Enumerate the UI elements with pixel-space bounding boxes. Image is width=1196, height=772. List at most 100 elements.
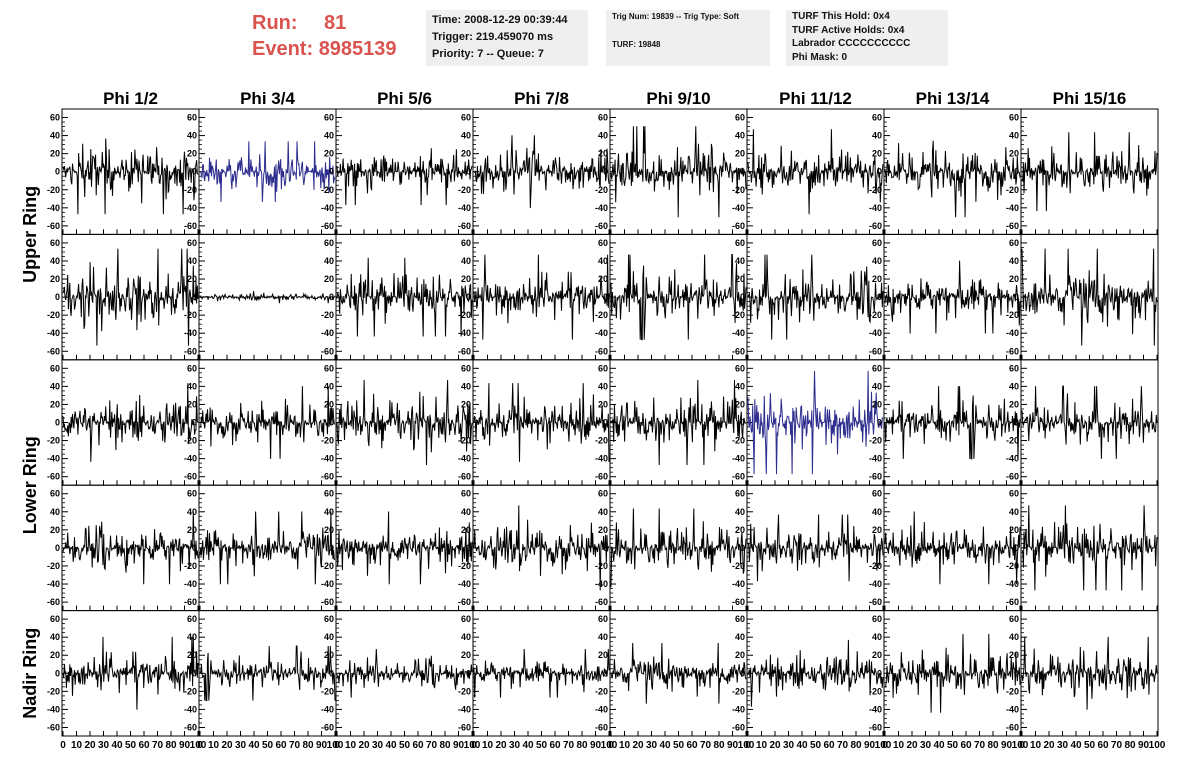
x-tick-label-c1-9: 90 [316, 740, 328, 751]
y-tick-label-r1-c3-4: 20 [461, 274, 471, 284]
y-tick-label-r1-c1-1: -40 [184, 328, 197, 338]
x-tick-label-c5-4: 40 [796, 740, 808, 751]
y-tick-label-r3-c2-6: 60 [324, 489, 334, 499]
y-tick-label-r2-c0-5: 40 [50, 381, 60, 391]
y-tick-label-r0-c2-4: 20 [324, 149, 334, 159]
y-tick-label-r1-c7-4: 20 [1009, 274, 1019, 284]
y-tick-label-r2-c2-2: -20 [321, 436, 334, 446]
event-label: Event: [252, 38, 314, 60]
y-tick-label-r2-c7-4: 20 [1009, 399, 1019, 409]
y-tick-label-r4-c1-0: -60 [184, 722, 197, 732]
y-tick-label-r2-c4-3: 0 [603, 418, 608, 428]
y-tick-label-r3-c1-3: 0 [192, 543, 197, 553]
y-tick-label-r0-c7-4: 20 [1009, 149, 1019, 159]
y-tick-label-r0-c3-4: 20 [461, 149, 471, 159]
waveform-r3-c4 [610, 508, 747, 588]
turf-this-hold-text: TURF This Hold: 0x4 [792, 11, 890, 22]
x-tick-label-c4-4: 40 [659, 740, 671, 751]
y-tick-label-r0-c0-4: 20 [50, 149, 60, 159]
y-tick-label-r3-c6-0: -60 [869, 597, 882, 607]
y-tick-label-r0-c4-0: -60 [595, 221, 608, 231]
x-tick-label-c4-2: 20 [632, 740, 644, 751]
phi-mask-text: Phi Mask: 0 [792, 51, 848, 63]
y-tick-label-r2-c0-3: 0 [55, 418, 60, 428]
y-tick-label-r0-c6-1: -40 [869, 203, 882, 213]
y-tick-label-r1-c4-0: -60 [595, 346, 608, 356]
x-tick-label-c7-1: 10 [1030, 740, 1042, 751]
column-header-8: Phi 15/16 [1053, 89, 1127, 108]
y-tick-label-r1-c2-6: 60 [324, 238, 334, 248]
y-tick-label-r1-c1-4: 20 [187, 274, 197, 284]
y-tick-label-r1-c7-2: -20 [1006, 310, 1019, 320]
y-tick-label-r4-c7-1: -40 [1006, 704, 1019, 714]
y-tick-label-r4-c2-2: -20 [321, 686, 334, 696]
y-tick-label-r4-c5-5: 40 [735, 632, 745, 642]
y-tick-label-r1-c3-0: -60 [458, 346, 471, 356]
x-tick-label-c3-7: 70 [563, 740, 575, 751]
y-tick-label-r4-c2-4: 20 [324, 650, 334, 660]
turf-num-text: TURF: 19848 [612, 40, 661, 49]
y-tick-label-r1-c7-3: 0 [1014, 292, 1019, 302]
y-tick-label-r0-c6-3: 0 [877, 167, 882, 177]
waveform-r1-c6 [884, 260, 1021, 334]
y-tick-label-r0-c2-0: -60 [321, 221, 334, 231]
x-tick-label-c6-3: 30 [920, 740, 932, 751]
waveform-r2-c7 [1021, 385, 1158, 459]
waveform-r1-c5 [747, 254, 884, 340]
y-tick-label-r1-c0-1: -40 [47, 328, 60, 338]
y-tick-label-r0-c5-2: -20 [732, 185, 745, 195]
y-tick-label-r1-c6-3: 0 [877, 292, 882, 302]
y-tick-label-r4-c6-4: 20 [872, 650, 882, 660]
time-text: Time: 2008-12-29 00:39:44 [432, 14, 568, 26]
y-tick-label-r0-c1-5: 40 [187, 131, 197, 141]
y-tick-label-r4-c4-6: 60 [598, 614, 608, 624]
y-tick-label-r4-c4-4: 20 [598, 650, 608, 660]
y-tick-label-r1-c4-5: 40 [598, 256, 608, 266]
run-label: Run: [252, 12, 298, 34]
x-tick-label-c7-2: 20 [1043, 740, 1055, 751]
y-tick-label-r2-c4-5: 40 [598, 381, 608, 391]
y-tick-label-r4-c5-2: -20 [732, 686, 745, 696]
y-tick-label-r4-c3-5: 40 [461, 632, 471, 642]
y-tick-label-r2-c7-3: 0 [1014, 418, 1019, 428]
y-tick-label-r0-c5-1: -40 [732, 203, 745, 213]
y-tick-label-r3-c7-0: -60 [1006, 597, 1019, 607]
x-tick-label-c6-7: 70 [974, 740, 986, 751]
y-tick-label-r4-c2-1: -40 [321, 704, 334, 714]
y-tick-label-r2-c5-3: 0 [740, 418, 745, 428]
y-tick-label-r0-c4-1: -40 [595, 203, 608, 213]
y-tick-label-r1-c3-6: 60 [461, 238, 471, 248]
turf-active-holds-text: TURF Active Holds: 0x4 [792, 24, 905, 36]
y-tick-label-r2-c5-0: -60 [732, 472, 745, 482]
y-tick-label-r0-c0-2: -20 [47, 185, 60, 195]
y-tick-label-r2-c4-1: -40 [595, 454, 608, 464]
y-tick-label-r2-c6-3: 0 [877, 418, 882, 428]
y-tick-label-r2-c4-2: -20 [595, 436, 608, 446]
x-tick-label-c6-5: 50 [947, 740, 959, 751]
y-tick-label-r2-c2-5: 40 [324, 381, 334, 391]
y-tick-label-r0-c3-3: 0 [466, 167, 471, 177]
y-tick-label-r3-c4-1: -40 [595, 579, 608, 589]
x-tick-label-c0-9: 90 [179, 740, 191, 751]
x-tick-label-c4-1: 10 [619, 740, 631, 751]
y-tick-label-r4-c0-4: 20 [50, 650, 60, 660]
x-tick-label-c2-7: 70 [426, 740, 438, 751]
y-tick-label-r2-c1-0: -60 [184, 472, 197, 482]
run-value: 81 [324, 12, 347, 34]
y-tick-label-r2-c1-2: -20 [184, 436, 197, 446]
x-tick-label-c2-4: 40 [385, 740, 397, 751]
waveform-r3-c6 [884, 511, 1021, 585]
y-tick-label-r0-c7-3: 0 [1014, 167, 1019, 177]
y-tick-label-r4-c7-5: 40 [1009, 632, 1019, 642]
x-tick-label-c1-6: 60 [275, 740, 287, 751]
y-tick-label-r2-c6-2: -20 [869, 436, 882, 446]
y-tick-label-r3-c4-4: 20 [598, 525, 608, 535]
waveform-r4-c7 [1021, 636, 1158, 710]
y-tick-label-r2-c3-0: -60 [458, 472, 471, 482]
y-tick-label-r4-c7-3: 0 [1014, 668, 1019, 678]
y-tick-label-r3-c2-4: 20 [324, 525, 334, 535]
y-tick-label-r4-c7-6: 60 [1009, 614, 1019, 624]
waveform-r0-c0 [62, 138, 199, 215]
column-header-2: Phi 3/4 [240, 89, 295, 108]
y-tick-label-r3-c6-6: 60 [872, 489, 882, 499]
